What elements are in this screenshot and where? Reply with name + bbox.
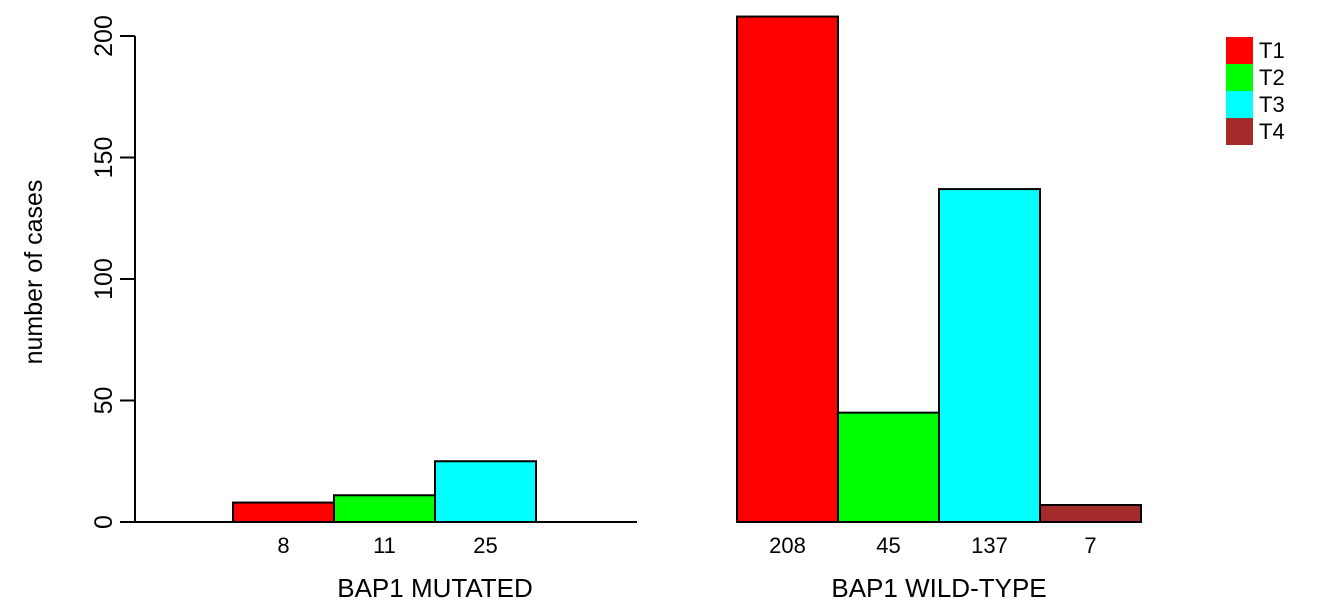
y-tick-label: 0 [90,515,118,529]
bar-value-label: 208 [769,533,806,558]
y-tick-label: 200 [90,15,118,57]
legend-label-t2: T2 [1259,65,1285,90]
legend-label-t1: T1 [1259,38,1285,63]
bar-bap1-mutated-t3 [434,460,537,523]
bar-bap1-wild-type-t3 [938,188,1041,523]
legend-swatch-t4 [1226,118,1253,145]
bar-value-labels: 8 11 25 208 45 137 7 [277,533,1096,558]
bar-value-label: 45 [876,533,900,558]
legend-label-t4: T4 [1259,119,1285,144]
y-tick-label: 50 [90,387,118,415]
bar-value-label: 25 [473,533,497,558]
legend-swatch-t1 [1226,37,1253,64]
y-axis-label: number of cases [20,180,48,365]
bar-bap1-wild-type-t1 [736,15,839,524]
bar-value-label: 137 [971,533,1008,558]
bar-value-label: 8 [277,533,289,558]
legend-swatch-t2 [1226,64,1253,91]
group-label: BAP1 WILD-TYPE [831,573,1046,603]
y-tick-label: 100 [90,258,118,300]
bar-bap1-mutated-t2 [333,494,436,523]
bars [135,15,1142,524]
bar-value-label: 11 [373,533,396,558]
legend-swatch-t3 [1226,91,1253,118]
y-axis: 0 50 100 150 200 [90,15,136,529]
group-labels: BAP1 MUTATED BAP1 WILD-TYPE [337,573,1046,603]
group-label: BAP1 MUTATED [337,573,533,603]
bar-value-label: 7 [1084,533,1096,558]
legend-label-t3: T3 [1259,92,1285,117]
y-tick-label: 150 [90,137,118,179]
bar-bap1-wild-type-t2 [837,411,940,523]
bar-bap1-mutated-t1 [232,501,335,523]
bar-bap1-wild-type-t4 [1039,503,1142,523]
